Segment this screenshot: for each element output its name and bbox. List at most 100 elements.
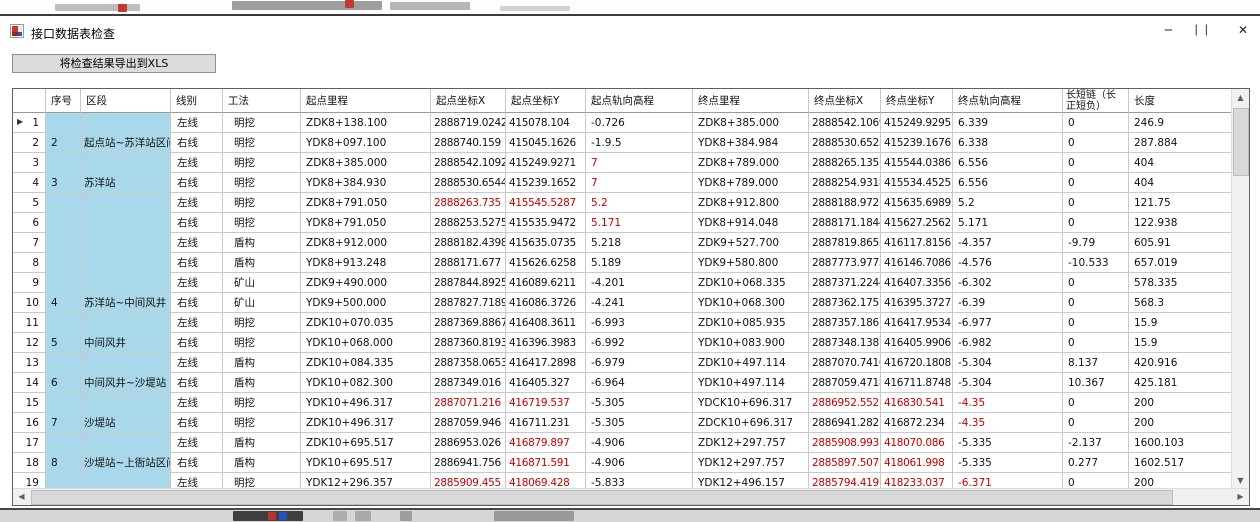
cell-gname[interactable]: 沙堤站 bbox=[81, 413, 171, 433]
cell-gname[interactable] bbox=[81, 393, 171, 413]
cell-ez[interactable]: -5.304 bbox=[953, 373, 1063, 393]
cell-em[interactable]: ZDK10+497.114 bbox=[693, 353, 809, 373]
cell-sx[interactable]: 2887844.8925 bbox=[431, 273, 506, 293]
cell-chain[interactable]: 0 bbox=[1063, 193, 1129, 213]
cell-ey[interactable]: 416872.234 bbox=[881, 413, 953, 433]
column-header-line[interactable]: 线别 bbox=[171, 89, 223, 113]
cell-sz[interactable]: 5.218 bbox=[586, 233, 693, 253]
cell-ex[interactable]: 2885897.507 bbox=[809, 453, 881, 473]
cell-sx[interactable]: 2886953.026 bbox=[431, 433, 506, 453]
scroll-down-icon[interactable]: ▼ bbox=[1232, 472, 1249, 489]
column-header-sy[interactable]: 起点坐标Y bbox=[506, 89, 586, 113]
cell-gnum[interactable] bbox=[46, 273, 81, 293]
cell-line[interactable]: 左线 bbox=[171, 153, 223, 173]
cell-chain[interactable]: 0 bbox=[1063, 153, 1129, 173]
cell-method[interactable]: 明挖 bbox=[223, 133, 301, 153]
cell-ex[interactable]: 2887773.9775 bbox=[809, 253, 881, 273]
cell-line[interactable]: 右线 bbox=[171, 173, 223, 193]
cell-len[interactable]: 121.75 bbox=[1129, 193, 1232, 213]
cell-sx[interactable]: 2887358.0653 bbox=[431, 353, 506, 373]
cell-len[interactable]: 578.335 bbox=[1129, 273, 1232, 293]
cell-sm[interactable]: YDK12+296.357 bbox=[301, 473, 431, 489]
cell-line[interactable]: 右线 bbox=[171, 413, 223, 433]
maximize-button[interactable]: ❘❘ bbox=[1191, 23, 1212, 36]
row-selector-cell[interactable]: 9 bbox=[13, 273, 46, 293]
cell-method[interactable]: 矿山 bbox=[223, 293, 301, 313]
cell-ex[interactable]: 2887819.8653 bbox=[809, 233, 881, 253]
cell-em[interactable]: YDK10+083.900 bbox=[693, 333, 809, 353]
cell-method[interactable]: 明挖 bbox=[223, 113, 301, 133]
cell-chain[interactable]: 0.277 bbox=[1063, 453, 1129, 473]
cell-gnum[interactable]: 3 bbox=[46, 173, 81, 193]
cell-method[interactable]: 盾构 bbox=[223, 233, 301, 253]
cell-gname[interactable] bbox=[81, 213, 171, 233]
cell-sx[interactable]: 2887071.216 bbox=[431, 393, 506, 413]
cell-ex[interactable]: 2888171.1844 bbox=[809, 213, 881, 233]
cell-gnum[interactable] bbox=[46, 213, 81, 233]
cell-chain[interactable]: 10.367 bbox=[1063, 373, 1129, 393]
cell-ey[interactable]: 415249.9295 bbox=[881, 113, 953, 133]
row-selector-cell[interactable]: 11 bbox=[13, 313, 46, 333]
cell-sy[interactable]: 415045.1626 bbox=[506, 133, 586, 153]
cell-gnum[interactable] bbox=[46, 393, 81, 413]
cell-sx[interactable]: 2888719.0242 bbox=[431, 113, 506, 133]
cell-sy[interactable]: 415626.6258 bbox=[506, 253, 586, 273]
cell-em[interactable]: YDK9+580.800 bbox=[693, 253, 809, 273]
cell-sm[interactable]: ZDK10+084.335 bbox=[301, 353, 431, 373]
cell-sy[interactable]: 416086.3726 bbox=[506, 293, 586, 313]
cell-method[interactable]: 明挖 bbox=[223, 393, 301, 413]
column-header-len[interactable]: 长度 bbox=[1129, 89, 1232, 113]
cell-sx[interactable]: 2888253.5275 bbox=[431, 213, 506, 233]
cell-gname[interactable]: 沙堤站~上衙站区间 bbox=[81, 453, 171, 473]
cell-sm[interactable]: ZDK10+496.317 bbox=[301, 413, 431, 433]
cell-ez[interactable]: 6.339 bbox=[953, 113, 1063, 133]
cell-em[interactable]: ZDK10+068.335 bbox=[693, 273, 809, 293]
close-button[interactable]: ✕ bbox=[1237, 23, 1248, 37]
cell-chain[interactable]: 0 bbox=[1063, 333, 1129, 353]
cell-gnum[interactable] bbox=[46, 313, 81, 333]
cell-gname[interactable] bbox=[81, 433, 171, 453]
cell-ez[interactable]: -4.357 bbox=[953, 233, 1063, 253]
cell-gname[interactable]: 苏洋站 bbox=[81, 173, 171, 193]
cell-sz[interactable]: 7 bbox=[586, 173, 693, 193]
cell-ey[interactable]: 416720.1808 bbox=[881, 353, 953, 373]
horizontal-scrollbar[interactable]: ◀ ▶ bbox=[13, 488, 1249, 505]
cell-sx[interactable]: 2887827.7189 bbox=[431, 293, 506, 313]
cell-ez[interactable]: -6.39 bbox=[953, 293, 1063, 313]
cell-ex[interactable]: 2887371.2244 bbox=[809, 273, 881, 293]
cell-len[interactable]: 15.9 bbox=[1129, 333, 1232, 353]
cell-gnum[interactable] bbox=[46, 253, 81, 273]
cell-line[interactable]: 右线 bbox=[171, 293, 223, 313]
cell-line[interactable]: 右线 bbox=[171, 213, 223, 233]
cell-gname[interactable] bbox=[81, 353, 171, 373]
column-header-em[interactable]: 终点里程 bbox=[693, 89, 809, 113]
cell-em[interactable]: ZDK12+297.757 bbox=[693, 433, 809, 453]
row-selector-cell[interactable]: 14 bbox=[13, 373, 46, 393]
cell-sz[interactable]: -4.906 bbox=[586, 453, 693, 473]
cell-em[interactable]: ZDK8+789.000 bbox=[693, 153, 809, 173]
cell-sz[interactable]: -1.9.5 bbox=[586, 133, 693, 153]
cell-gnum[interactable] bbox=[46, 113, 81, 133]
cell-sz[interactable]: 5.2 bbox=[586, 193, 693, 213]
cell-len[interactable]: 605.91 bbox=[1129, 233, 1232, 253]
row-selector-cell[interactable]: 6 bbox=[13, 213, 46, 233]
cell-ex[interactable]: 2888542.1069 bbox=[809, 113, 881, 133]
cell-ex[interactable]: 2887070.7416 bbox=[809, 353, 881, 373]
cell-len[interactable]: 287.884 bbox=[1129, 133, 1232, 153]
cell-gnum[interactable] bbox=[46, 153, 81, 173]
cell-sz[interactable]: -4.241 bbox=[586, 293, 693, 313]
cell-sm[interactable]: YDK8+791.050 bbox=[301, 213, 431, 233]
cell-ez[interactable]: -6.302 bbox=[953, 273, 1063, 293]
cell-sx[interactable]: 2888740.159 bbox=[431, 133, 506, 153]
cell-len[interactable]: 568.3 bbox=[1129, 293, 1232, 313]
cell-ey[interactable]: 415544.0386 bbox=[881, 153, 953, 173]
cell-line[interactable]: 左线 bbox=[171, 353, 223, 373]
row-selector-cell[interactable]: 7 bbox=[13, 233, 46, 253]
cell-ez[interactable]: -6.371 bbox=[953, 473, 1063, 489]
row-selector-cell[interactable]: 12 bbox=[13, 333, 46, 353]
cell-ex[interactable]: 2887348.1387 bbox=[809, 333, 881, 353]
cell-method[interactable]: 明挖 bbox=[223, 313, 301, 333]
cell-sz[interactable]: -4.201 bbox=[586, 273, 693, 293]
cell-gname[interactable] bbox=[81, 273, 171, 293]
column-header-chain[interactable]: 长短链（长 正短负） bbox=[1063, 89, 1129, 113]
